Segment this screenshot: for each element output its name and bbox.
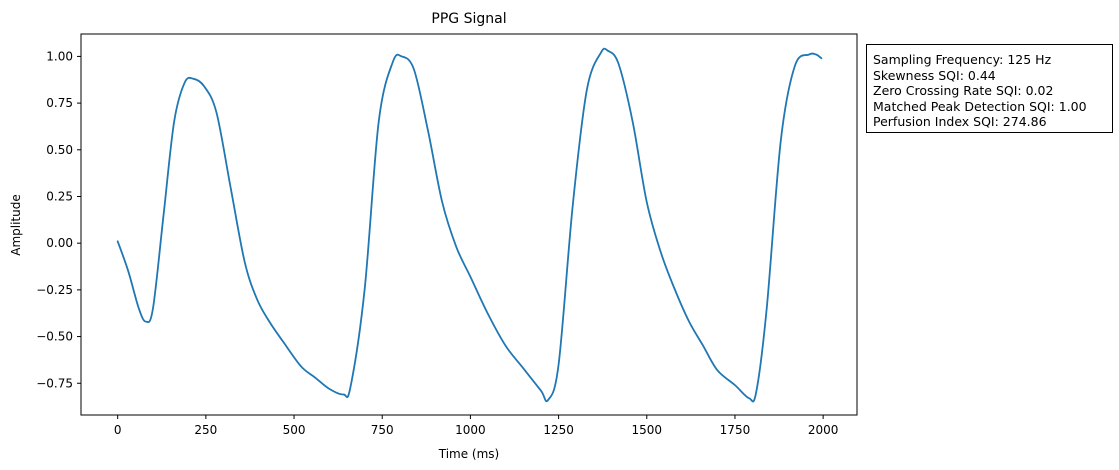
y-tick-label: 0.75 — [46, 96, 73, 110]
y-tick-label: 0.50 — [46, 143, 73, 157]
chart-title: PPG Signal — [431, 11, 506, 27]
x-tick-label: 250 — [194, 423, 217, 437]
y-tick-label: 0.00 — [46, 236, 73, 250]
x-tick-label: 750 — [371, 423, 394, 437]
sampling-frequency-text: Sampling Frequency: 125 Hz — [873, 52, 1052, 67]
x-tick-label: 500 — [283, 423, 306, 437]
y-tick-label: −0.75 — [36, 376, 73, 390]
y-tick-label: −0.50 — [36, 330, 73, 344]
perfusion-index-sqi-text: Perfusion Index SQI: 274.86 — [873, 114, 1047, 129]
ticks: 0 250 500 750 1000 1250 1500 1750 2000 −0.75 −0.50… — [36, 49, 838, 437]
x-tick-label: 2000 — [808, 423, 839, 437]
y-tick-label: 0.25 — [46, 189, 73, 203]
y-tick-label: 1.00 — [46, 49, 73, 63]
y-axis-label: Amplitude — [9, 194, 23, 256]
x-tick-label: 1250 — [543, 423, 574, 437]
x-axis-label: Time (ms) — [438, 447, 500, 461]
x-tick-label: 1750 — [720, 423, 751, 437]
ppg-signal-line — [116, 47, 823, 403]
y-tick-label: −0.25 — [36, 283, 73, 297]
skewness-sqi-text: Skewness SQI: 0.44 — [873, 67, 996, 83]
plot-frame — [80, 33, 858, 416]
sqi-info-box: Sampling Frequency: 125 Hz Skewness SQI:… — [866, 44, 1113, 133]
zero-crossing-rate-sqi-text: Zero Crossing Rate SQI: 0.02 — [873, 83, 1054, 98]
x-tick-label: 0 — [114, 423, 122, 437]
x-tick-label: 1000 — [455, 423, 486, 437]
x-tick-label: 1500 — [632, 423, 663, 437]
matched-peak-detection-sqi-text: Matched Peak Detection SQI: 1.00 — [873, 98, 1087, 114]
